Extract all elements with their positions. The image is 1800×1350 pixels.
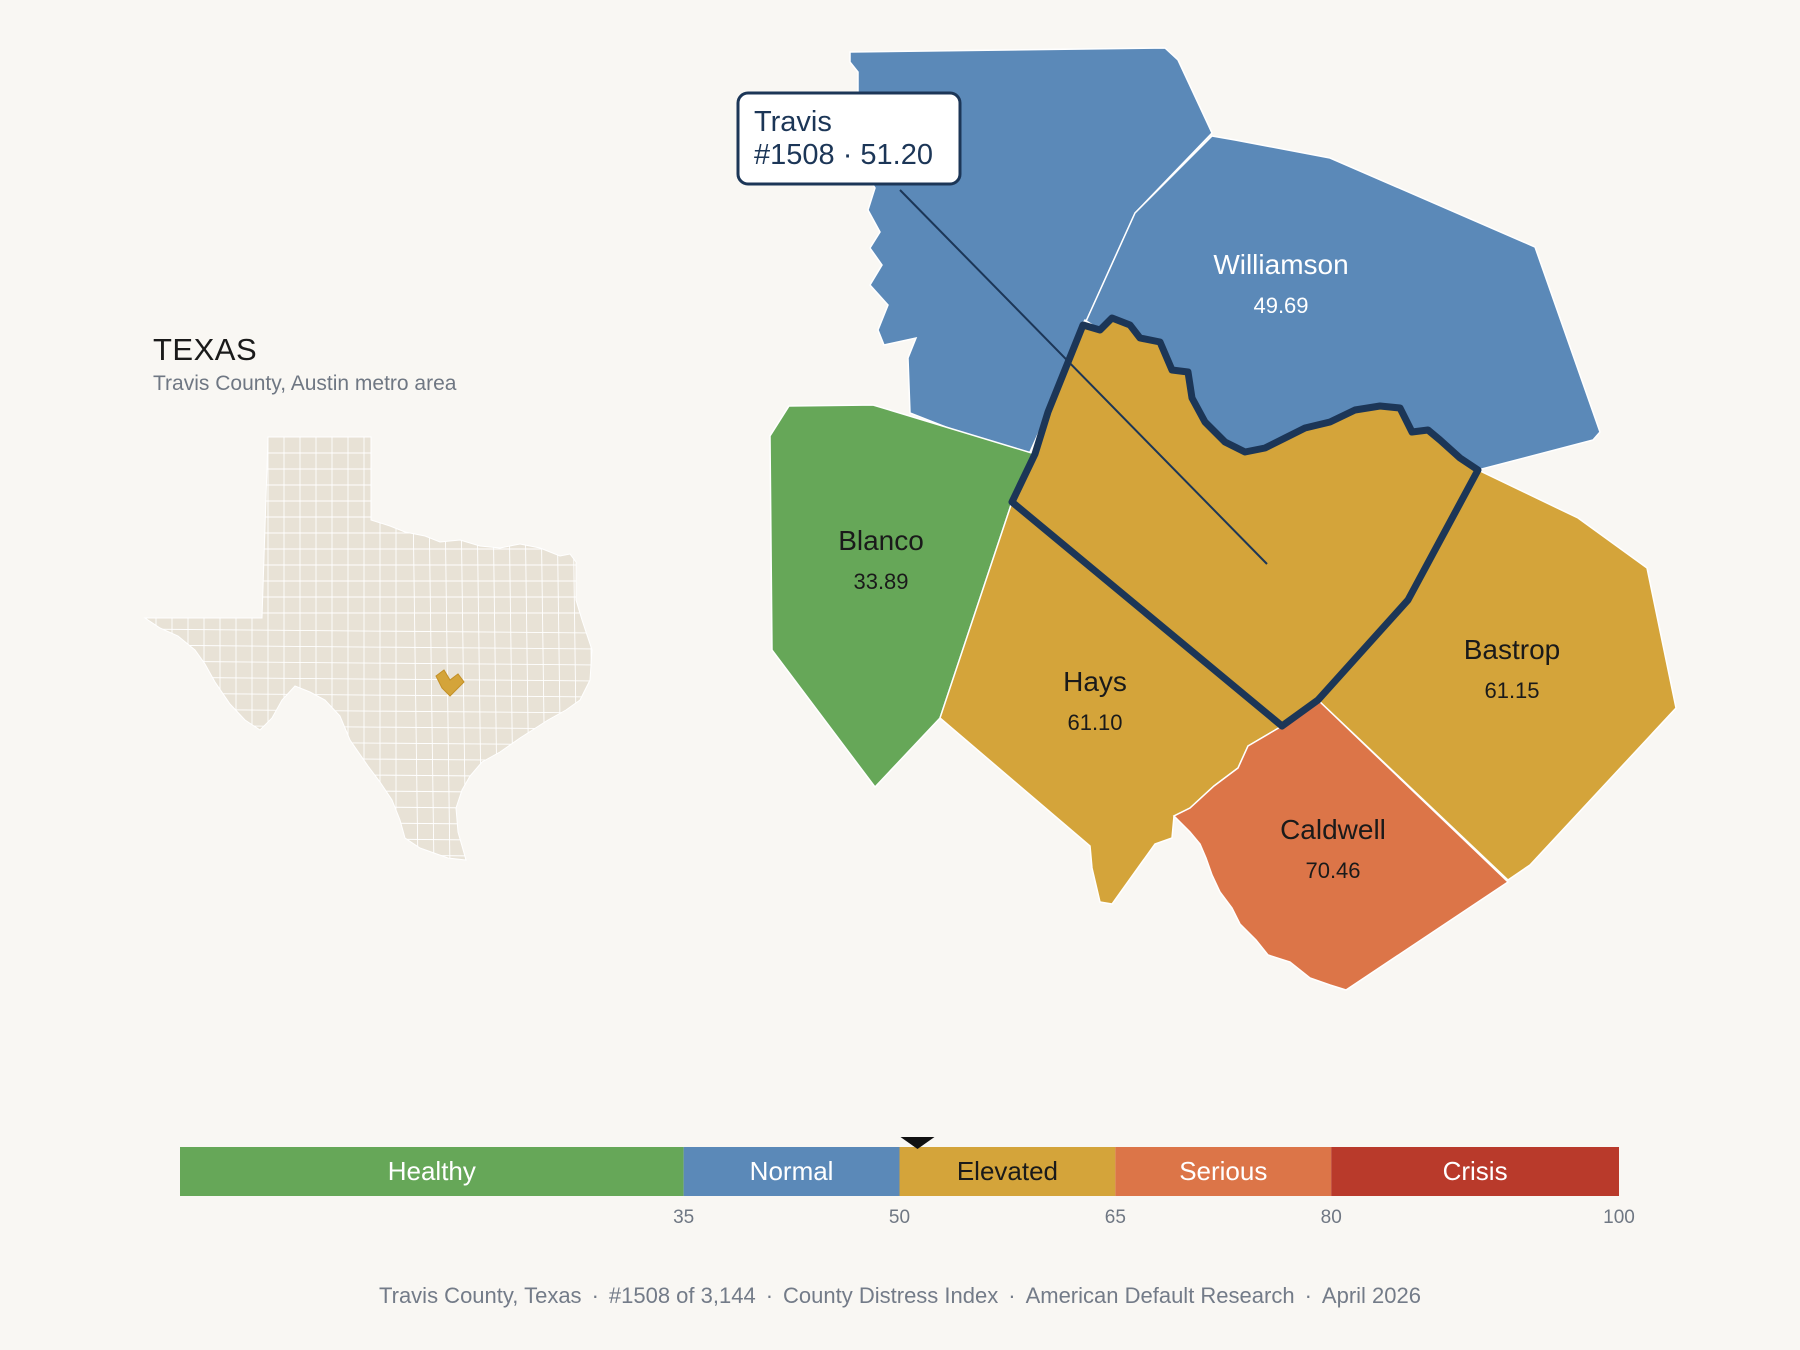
label-bastrop-name: Bastrop xyxy=(1464,634,1561,665)
legend-label-elevated: Elevated xyxy=(957,1156,1058,1186)
legend-segment-normal xyxy=(683,1147,900,1196)
label-williamson-name: Williamson xyxy=(1213,249,1348,280)
county-grid-line xyxy=(145,644,592,650)
legend-segment-healthy xyxy=(180,1147,684,1196)
county-caldwell[interactable] xyxy=(1172,699,1510,991)
label-hays-name: Hays xyxy=(1063,666,1127,697)
county-grid-line xyxy=(145,804,592,810)
county-grid-line xyxy=(145,788,592,794)
county-labels: Williamson 49.69 Blanco 33.89 Hays 61.10… xyxy=(838,249,1560,883)
county-travis[interactable] xyxy=(1008,314,1482,730)
footer-location: Travis County, Texas xyxy=(379,1283,582,1308)
distress-legend: Healthy Normal Elevated Serious Crisis 35 50 6… xyxy=(180,1137,1635,1228)
legend-label-serious: Serious xyxy=(1179,1156,1267,1186)
tooltip-rank-value: #1508 · 51.20 xyxy=(754,139,933,171)
footer-rank: #1508 of 3,144 xyxy=(608,1283,756,1308)
tooltip-county-name: Travis xyxy=(754,106,832,138)
legend-label-healthy: Healthy xyxy=(388,1156,476,1186)
county-grid-line xyxy=(145,836,592,842)
inset-title: TEXAS xyxy=(153,332,258,367)
label-williamson-value: 49.69 xyxy=(1253,293,1308,318)
legend-label-crisis: Crisis xyxy=(1443,1156,1508,1186)
legend-segment-elevated xyxy=(899,1147,1116,1196)
county-grid-line xyxy=(145,820,592,826)
label-bastrop-value: 61.15 xyxy=(1484,678,1539,703)
county-grid-line xyxy=(145,772,592,778)
label-blanco-value: 33.89 xyxy=(853,569,908,594)
legend-tick-65: 65 xyxy=(1105,1207,1126,1228)
travis-highlight-inset xyxy=(435,669,465,697)
travis-tooltip: Travis #1508 · 51.20 xyxy=(736,91,1268,565)
footer-index-name: County Distress Index xyxy=(783,1283,999,1308)
current-value-marker xyxy=(900,1137,935,1149)
footer-credits: Travis County, Texas · #1508 of 3,144 · Coun… xyxy=(379,1283,1421,1308)
county-grid-line xyxy=(145,660,592,666)
label-caldwell-value: 70.46 xyxy=(1305,858,1360,883)
county-grid-line xyxy=(145,628,592,634)
county-grid-line xyxy=(130,869,600,873)
texas-inset-map xyxy=(130,436,600,873)
tooltip-leader-line xyxy=(899,189,1268,565)
county-map xyxy=(769,47,1677,991)
legend-tick-35: 35 xyxy=(673,1207,694,1228)
legend-tick-100: 100 xyxy=(1603,1207,1635,1228)
label-hays-value: 61.10 xyxy=(1067,710,1122,735)
footer-publisher: American Default Research xyxy=(1025,1283,1295,1308)
tooltip-box xyxy=(736,91,962,186)
inset-subtitle: Travis County, Austin metro area xyxy=(153,372,457,395)
legend-tick-80: 80 xyxy=(1321,1207,1342,1228)
county-grid-line xyxy=(145,852,592,858)
legend-label-normal: Normal xyxy=(750,1156,834,1186)
legend-tick-50: 50 xyxy=(889,1207,910,1228)
legend-segment-crisis xyxy=(1331,1147,1619,1196)
label-caldwell-name: Caldwell xyxy=(1280,814,1386,845)
label-blanco-name: Blanco xyxy=(838,525,924,556)
legend-segment-serious xyxy=(1115,1147,1332,1196)
footer-date: April 2026 xyxy=(1321,1283,1421,1308)
